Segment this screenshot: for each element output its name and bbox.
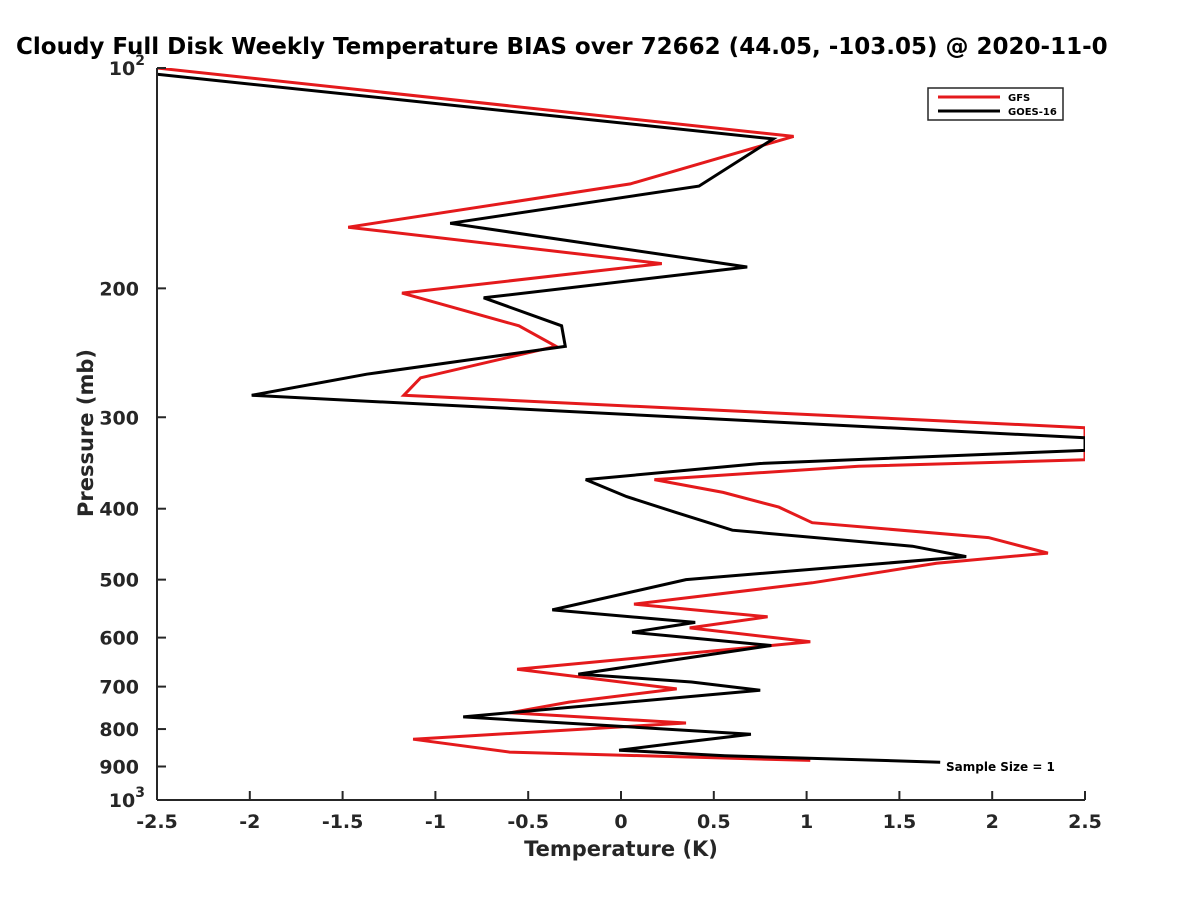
x-tick-label: -0.5 bbox=[507, 811, 549, 833]
chart-title: Cloudy Full Disk Weekly Temperature BIAS… bbox=[16, 34, 1108, 60]
y-tick-label: 600 bbox=[99, 628, 139, 650]
sample-size-annotation: Sample Size = 1 bbox=[946, 760, 1055, 774]
y-tick-label: 400 bbox=[99, 499, 139, 521]
x-axis-ticks: -2.5 -2 -1.5 -1 -0.5 0 0.5 1 1.5 2 2.5 bbox=[136, 791, 1102, 833]
y-tick-label: 103 bbox=[109, 785, 145, 812]
y-tick-label: 300 bbox=[99, 407, 139, 429]
plot-area bbox=[157, 68, 1085, 764]
x-tick-label: 2.5 bbox=[1068, 811, 1102, 833]
y-tick-label: 500 bbox=[99, 570, 139, 592]
x-tick-label: 2 bbox=[986, 811, 999, 833]
x-tick-label: 1.5 bbox=[883, 811, 917, 833]
x-tick-label: -2 bbox=[239, 811, 260, 833]
legend-box bbox=[927, 87, 1064, 121]
y-tick-label: 700 bbox=[99, 677, 139, 699]
axes bbox=[156, 68, 1085, 801]
series-line-goes-16 bbox=[157, 72, 1085, 764]
y-tick-label: 900 bbox=[99, 757, 139, 779]
x-tick-label: 0.5 bbox=[697, 811, 731, 833]
legend-entry-label: GOES-16 bbox=[1008, 107, 1057, 118]
y-axis-ticks: 102 200 300 400 500 600 700 800 900 103 bbox=[99, 53, 166, 812]
x-tick-label: -2.5 bbox=[136, 811, 178, 833]
y-tick-label: 102 bbox=[109, 53, 145, 80]
x-tick-label: 1 bbox=[800, 811, 813, 833]
legend: GFS GOES-16 bbox=[927, 87, 1064, 121]
x-axis-label: Temperature (K) bbox=[524, 837, 718, 861]
y-axis-label: Pressure (mb) bbox=[74, 349, 98, 517]
y-tick-label: 800 bbox=[99, 719, 139, 741]
series-line-gfs bbox=[157, 68, 1085, 762]
y-tick-label: 200 bbox=[99, 278, 139, 300]
legend-entry-label: GFS bbox=[1008, 93, 1030, 104]
x-tick-label: -1.5 bbox=[322, 811, 364, 833]
x-tick-label: 0 bbox=[614, 811, 627, 833]
x-tick-label: -1 bbox=[425, 811, 446, 833]
